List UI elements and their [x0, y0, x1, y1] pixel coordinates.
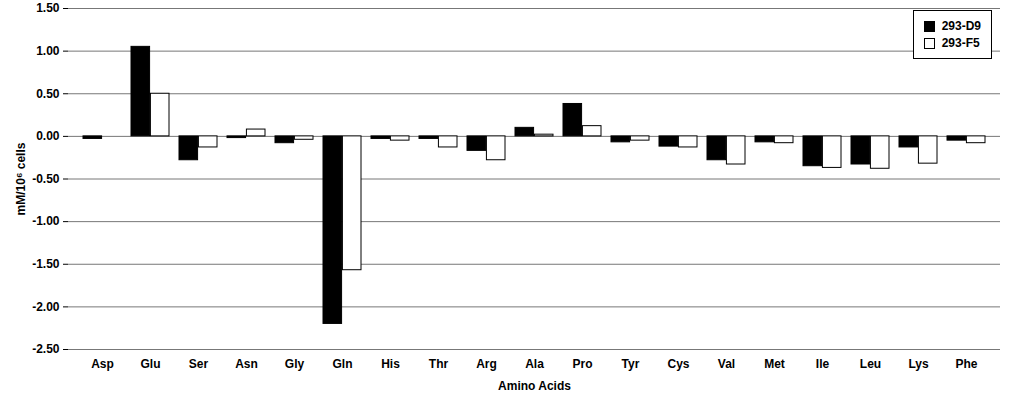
- html-text:293-F5: 293-F5: [941, 36, 980, 50]
- svg-text:mM/10⁶ cells: mM/10⁶ cells: [14, 142, 28, 215]
- svg-text:0.50: 0.50: [36, 87, 60, 101]
- svg-text:Pro: Pro: [572, 357, 592, 371]
- svg-text:Cys: Cys: [667, 357, 689, 371]
- svg-text:1.50: 1.50: [36, 1, 60, 15]
- svg-text:Asn: Asn: [235, 357, 258, 371]
- svg-text:-2.00: -2.00: [32, 300, 60, 314]
- svg-text:Amino Acids: Amino Acids: [498, 379, 571, 393]
- svg-text:Glu: Glu: [141, 357, 161, 371]
- svg-text:Met: Met: [764, 357, 785, 371]
- svg-text:-1.50: -1.50: [32, 257, 60, 271]
- svg-text:Phe: Phe: [955, 357, 977, 371]
- svg-text:His: His: [381, 357, 400, 371]
- svg-text:Leu: Leu: [860, 357, 881, 371]
- svg-text:1.00: 1.00: [36, 44, 60, 58]
- svg-text:Ile: Ile: [816, 357, 830, 371]
- svg-text:Gln: Gln: [333, 357, 353, 371]
- svg-text:Val: Val: [718, 357, 735, 371]
- svg-text:Asp: Asp: [91, 357, 114, 371]
- html-text:293-D9: 293-D9: [941, 19, 981, 33]
- svg-text:-0.50: -0.50: [32, 172, 60, 186]
- svg-text:Ser: Ser: [189, 357, 209, 371]
- svg-text:Thr: Thr: [429, 357, 449, 371]
- svg-text:Arg: Arg: [476, 357, 497, 371]
- svg-text:0.00: 0.00: [36, 129, 60, 143]
- svg-text:Lys: Lys: [908, 357, 929, 371]
- svg-text:Ala: Ala: [525, 357, 544, 371]
- svg-text:Tyr: Tyr: [622, 357, 640, 371]
- svg-text:-1.00: -1.00: [32, 214, 60, 228]
- svg-text:Gly: Gly: [285, 357, 305, 371]
- svg-text:-2.50: -2.50: [32, 342, 60, 356]
